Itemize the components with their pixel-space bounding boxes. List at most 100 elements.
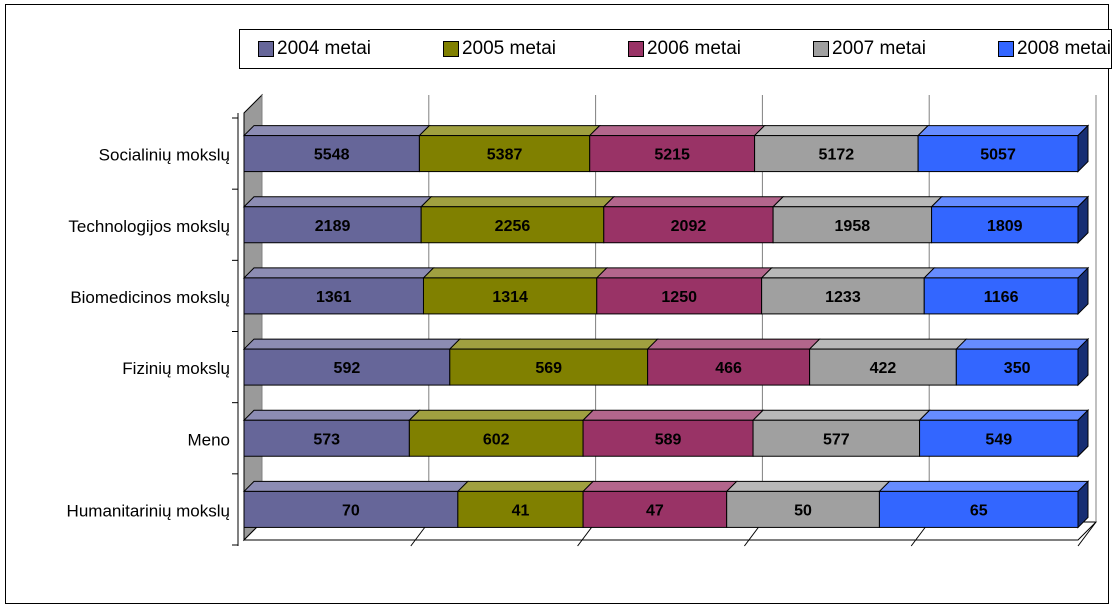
bar [589,135,756,173]
bar-top-face [602,196,785,208]
legend-label: 2006 metai [646,38,741,59]
bar-top-face [419,196,615,208]
legend-label: 2008 metai [1016,38,1111,59]
bar [761,277,925,315]
bar [243,277,424,315]
category-label: Technologijos mokslų [68,217,230,236]
data-label: 2189 [315,218,351,235]
legend-swatch [997,41,1014,57]
data-label: 47 [646,502,664,519]
bar-top-face [581,409,765,421]
bar-top-face [588,125,766,137]
bar [931,206,1079,244]
bar [923,277,1079,315]
data-label: 569 [535,360,562,377]
bar [752,419,921,457]
legend-item-2008: 2008 metai [997,38,1111,60]
data-label: 65 [970,502,988,519]
bar-side-face [1077,409,1089,458]
bar [955,348,1079,386]
data-label: 5548 [314,147,350,164]
data-label: 1166 [984,289,1019,306]
data-label: 50 [794,502,812,519]
bar [809,348,957,386]
bar-top-face [916,125,1090,137]
bar [919,419,1079,457]
bar-top-face [955,338,1090,350]
bar-top-face [242,409,421,421]
bar-top-face [418,125,601,137]
bar-top-face [725,480,891,492]
data-label: 2256 [495,218,531,235]
bar-side-face [1077,337,1089,387]
bar [603,206,774,244]
bar-top-face [771,196,943,208]
legend-item-2004: 2004 metai [258,38,371,60]
data-label: 350 [1004,360,1031,377]
bar-top-face [923,267,1090,279]
data-label: 577 [823,431,850,448]
data-label: 5057 [980,147,1016,164]
bar-top-face [581,480,738,492]
bar-side-face [1077,124,1089,173]
bar-top-face [751,409,931,421]
data-label: 592 [334,360,361,377]
bar [596,277,763,315]
legend-swatch [258,41,274,57]
legend-label: 2005 metai [461,38,556,59]
bar-top-face [456,480,595,492]
bar [243,135,420,173]
category-label: Meno [187,430,230,449]
data-label: 602 [483,431,510,448]
bar-top-face [930,196,1090,208]
data-label: 1250 [661,289,697,306]
bar [726,490,880,528]
bar-side-face [1077,266,1089,316]
bar [243,348,451,386]
legend-item-2005: 2005 metai [442,38,556,60]
legend-swatch [442,41,459,57]
bar-top-face [422,267,608,279]
bar-side-face [1077,480,1089,529]
legend-swatch [812,41,829,57]
bar-top-face [753,125,930,137]
floor-gridline [1077,521,1097,547]
bar-side-face [1077,195,1089,244]
bar [243,490,459,528]
bar-top-face [242,196,433,208]
data-label: 41 [512,502,530,519]
data-label: 1314 [492,289,528,306]
bar [772,206,933,244]
legend-swatch [627,41,644,57]
bar [449,348,649,386]
data-label: 549 [985,431,1012,448]
bar-top-face [408,409,595,421]
category-label: Socialinių mokslų [99,146,230,165]
bar [582,419,754,457]
bar-top-face [242,125,431,137]
bar-top-face [808,338,968,350]
category-label: Biomedicinos mokslų [70,288,230,307]
legend-label: 2007 metai [831,38,926,59]
data-label: 1233 [825,289,861,306]
category-label: Fizinių mokslų [122,359,230,378]
data-label: 1361 [316,289,352,306]
data-label: 5172 [819,147,855,164]
bar-top-face [878,480,1090,492]
bar [754,135,919,173]
data-label: 422 [870,360,897,377]
data-label: 2092 [671,218,707,235]
bar-top-face [242,267,435,279]
data-label: 589 [655,431,682,448]
data-label: 466 [715,360,742,377]
bar [647,348,811,386]
bar-top-face [448,338,659,350]
bar-top-face [242,338,462,350]
data-label: 1809 [987,218,1023,235]
bar [582,490,728,528]
legend-item-2007: 2007 metai [812,38,926,60]
bar-top-face [760,267,936,279]
legend-item-2006: 2006 metai [627,38,741,60]
legend: 2004 metai 2005 metai 2006 metai 2007 me… [239,29,1112,69]
